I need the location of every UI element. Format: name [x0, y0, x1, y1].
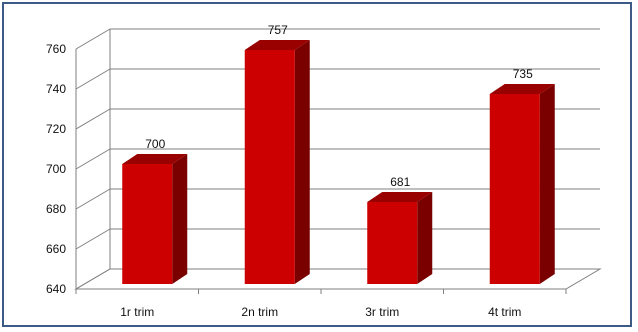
- bar-side: [172, 154, 188, 284]
- y-tick-label: 760: [46, 42, 66, 56]
- gridline-side: [75, 28, 111, 50]
- gridline-side: [75, 228, 111, 250]
- y-tick-label: 640: [46, 282, 66, 296]
- gridline-side: [75, 148, 111, 170]
- bar-side: [417, 192, 433, 284]
- gridline-side: [75, 188, 111, 210]
- bar-top: [489, 84, 555, 94]
- data-label: 681: [390, 175, 410, 189]
- bar-top: [367, 192, 433, 202]
- y-tick-label: 700: [46, 162, 66, 176]
- bar-1: [122, 164, 173, 284]
- bar-chart: 640 660 680 700 720 740 760 700 1r trim 757 2n tri…: [46, 23, 602, 319]
- data-label: 700: [145, 137, 165, 151]
- x-tick-label: 3r trim: [365, 305, 399, 319]
- x-tick-label: 2n trim: [241, 305, 278, 319]
- chart-floor: [74, 268, 602, 290]
- data-label: 735: [513, 67, 533, 81]
- bar-3: [367, 202, 418, 284]
- bar-side: [539, 84, 555, 284]
- chart-frame: 640 660 680 700 720 740 760 700 1r trim 757 2n tri…: [2, 2, 632, 327]
- bar-top: [122, 154, 188, 164]
- data-label: 757: [268, 23, 288, 37]
- bar-side: [294, 40, 310, 284]
- y-tick-label: 680: [46, 202, 66, 216]
- x-tick-label: 4t trim: [488, 305, 521, 319]
- y-tick-label: 720: [46, 122, 66, 136]
- y-tick-label: 740: [46, 82, 66, 96]
- bar-2: [244, 50, 295, 284]
- x-tick-label: 1r trim: [120, 305, 154, 319]
- gridline-side: [75, 108, 111, 130]
- bar-top: [244, 40, 310, 50]
- bar-4: [489, 94, 540, 284]
- gridline-side: [75, 68, 111, 90]
- y-tick-label: 660: [46, 242, 66, 256]
